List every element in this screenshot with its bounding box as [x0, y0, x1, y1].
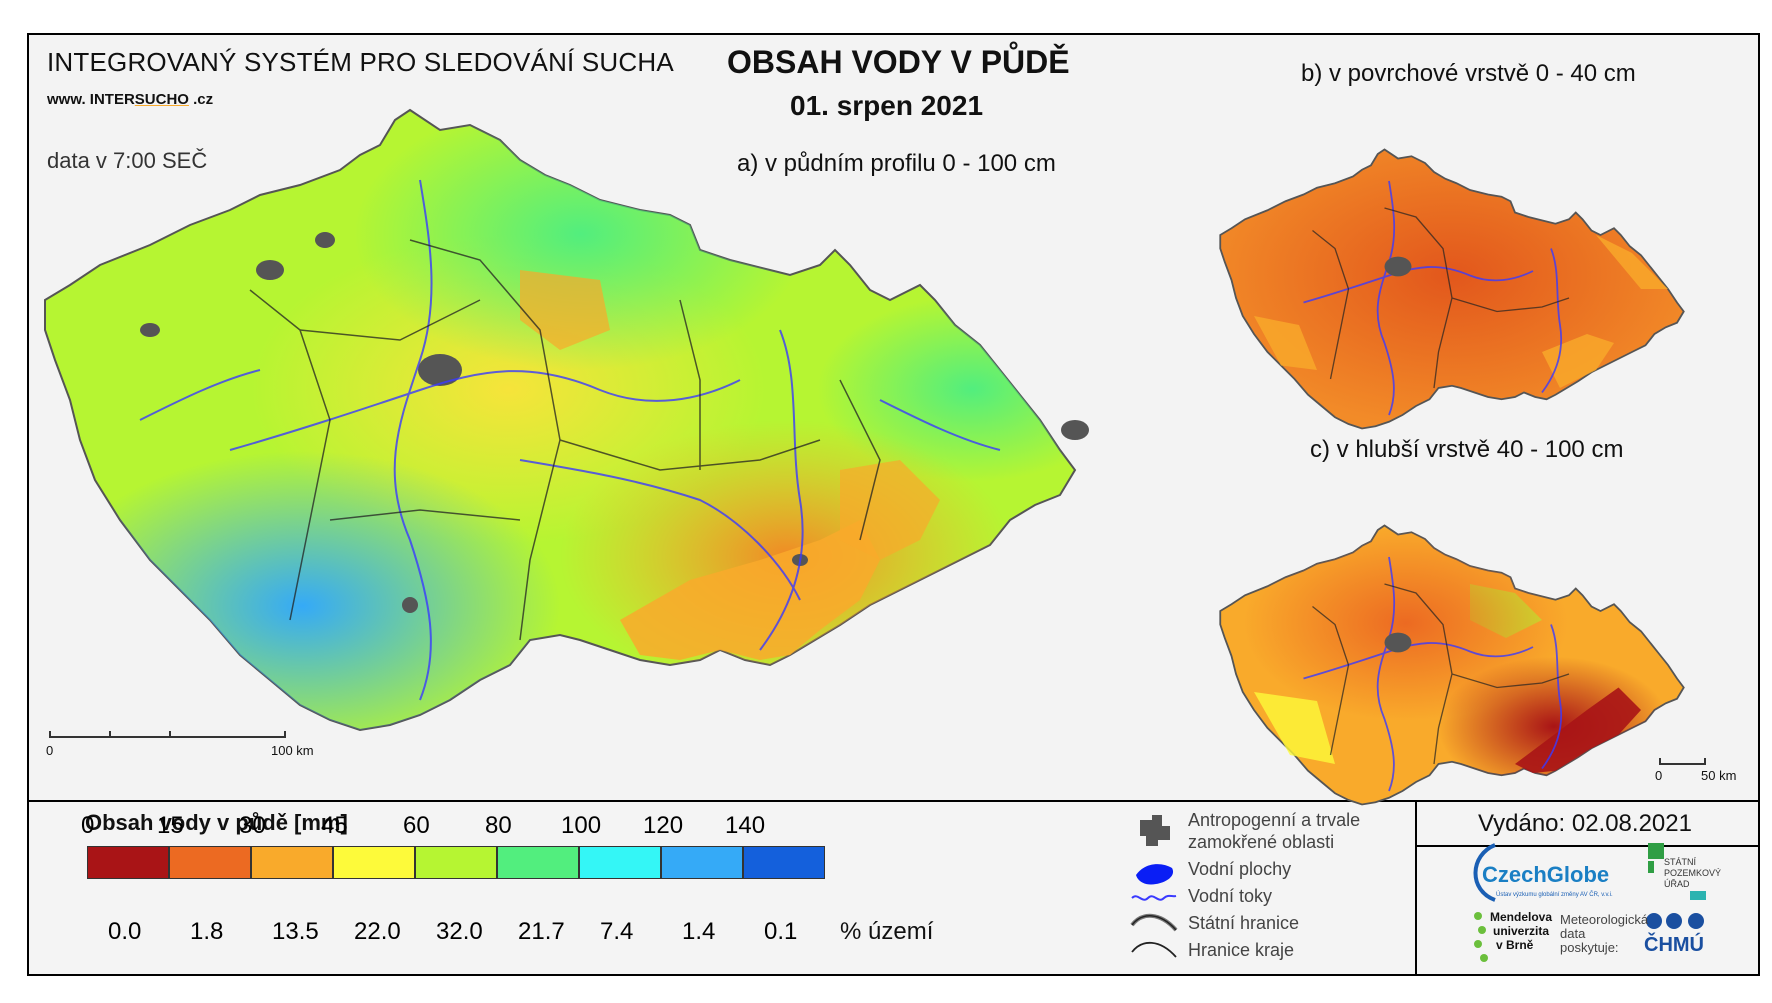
state-border-label: Státní hranice — [1188, 913, 1300, 933]
symbol-water-icon — [1136, 864, 1174, 885]
legend-swatch — [661, 846, 743, 879]
czechglobe-logo-icon — [1473, 843, 1496, 902]
legend-percent: 0.1 — [764, 918, 798, 945]
czechglobe-logo-text: CzechGlobe — [1482, 862, 1610, 887]
legend-threshold: 15 — [157, 812, 184, 839]
legend-threshold: 60 — [403, 812, 430, 839]
chmu-logo-text: ČHMÚ — [1644, 934, 1704, 956]
map-a-label: a) v půdním profilu 0 - 100 cm — [737, 150, 1056, 177]
scalebar-main-zero: 0 — [46, 743, 54, 758]
map-date: 01. srpen 2021 — [790, 90, 984, 121]
spu-line-3: ÚŘAD — [1664, 879, 1690, 889]
map-c — [1219, 524, 1685, 806]
main-title: OBSAH VODY V PŮDĚ — [727, 44, 1070, 80]
symbol-stream-icon — [1131, 894, 1177, 901]
mendel-line-1: Mendelova — [1490, 910, 1553, 924]
legend-threshold: 120 — [643, 812, 684, 839]
met-line-2: data — [1560, 926, 1586, 941]
legend-swatch — [87, 846, 169, 879]
legend-swatch — [251, 846, 333, 879]
met-line-3: poskytuje: — [1560, 940, 1619, 955]
legend-percent: 1.4 — [682, 918, 716, 945]
issued-date: Vydáno: 02.08.2021 — [1478, 810, 1692, 837]
scalebar-small — [1659, 758, 1706, 765]
website-suffix: .cz — [188, 91, 214, 108]
legend-divider — [29, 800, 1758, 802]
symbol-state-border-icon — [1130, 913, 1178, 932]
data-time: data v 7:00 SEČ — [47, 148, 208, 173]
map-b-label: b) v povrchové vrstvě 0 - 40 cm — [1301, 60, 1636, 87]
met-line-1: Meteorologická — [1560, 912, 1649, 927]
legend-percent: 0.0 — [108, 918, 142, 945]
streams-label: Vodní toky — [1188, 886, 1273, 906]
issued-divider — [1417, 845, 1758, 847]
legend-percent: 22.0 — [354, 918, 401, 945]
map-c-label: c) v hlubší vrstvě 40 - 100 cm — [1310, 436, 1624, 463]
water-bodies-label: Vodní plochy — [1188, 859, 1292, 879]
czechglobe-logo-sub: Ústav výzkumu globální změny AV ČR, v.v.… — [1496, 892, 1613, 898]
percent-unit: % území — [840, 918, 934, 945]
legend-threshold: 45 — [321, 812, 348, 839]
anthropogenic-label-2: zamokřené oblasti — [1188, 832, 1335, 852]
region-border-label: Hranice kraje — [1188, 940, 1295, 960]
legend-threshold: 0 — [81, 812, 95, 839]
mendel-logo-icon — [1474, 912, 1488, 962]
legend-threshold: 30 — [239, 812, 266, 839]
spu-line-1: STÁTNÍ — [1664, 857, 1697, 867]
legend-swatch — [415, 846, 497, 879]
chmu-logo-icon — [1646, 913, 1704, 929]
legend-threshold: 100 — [561, 812, 602, 839]
scalebar-small-end: 50 km — [1701, 768, 1737, 783]
mendel-line-3: v Brně — [1496, 938, 1534, 952]
legend-threshold: 140 — [725, 812, 766, 839]
legend-title: Obsah vody v půdě [mm] — [85, 810, 348, 835]
symbol-anthropogenic-icon — [1140, 815, 1170, 846]
mendel-line-2: univerzita — [1493, 924, 1550, 938]
legend-swatch — [743, 846, 825, 879]
legend-swatch — [579, 846, 661, 879]
spu-line-2: POZEMKOVÝ — [1664, 868, 1722, 878]
scalebar-main-end: 100 km — [271, 743, 314, 758]
website-link[interactable]: www. INTERSUCHO .cz — [47, 91, 213, 108]
scalebar-main — [49, 731, 286, 738]
map-b — [1219, 148, 1685, 430]
legend-percent: 32.0 — [436, 918, 483, 945]
scalebar-small-zero: 0 — [1655, 768, 1663, 783]
legend-percent: 13.5 — [272, 918, 319, 945]
system-title: INTEGROVANÝ SYSTÉM PRO SLEDOVÁNÍ SUCHA — [47, 47, 674, 77]
spu-logo-icon — [1648, 843, 1706, 900]
legend-percent: 7.4 — [600, 918, 634, 945]
map-a — [44, 109, 1089, 731]
anthropogenic-label-1: Antropogenní a trvale — [1188, 810, 1361, 830]
legend-percent: 21.7 — [518, 918, 565, 945]
legend-swatch — [333, 846, 415, 879]
symbol-region-border-icon — [1131, 941, 1177, 958]
logo-divider — [1415, 802, 1417, 974]
legend-swatch — [497, 846, 579, 879]
legend-swatch — [169, 846, 251, 879]
legend-threshold: 80 — [485, 812, 512, 839]
website-prefix: www. INTER — [47, 91, 135, 108]
legend-percent: 1.8 — [190, 918, 224, 945]
website-underline: SUCHO — [134, 91, 189, 108]
